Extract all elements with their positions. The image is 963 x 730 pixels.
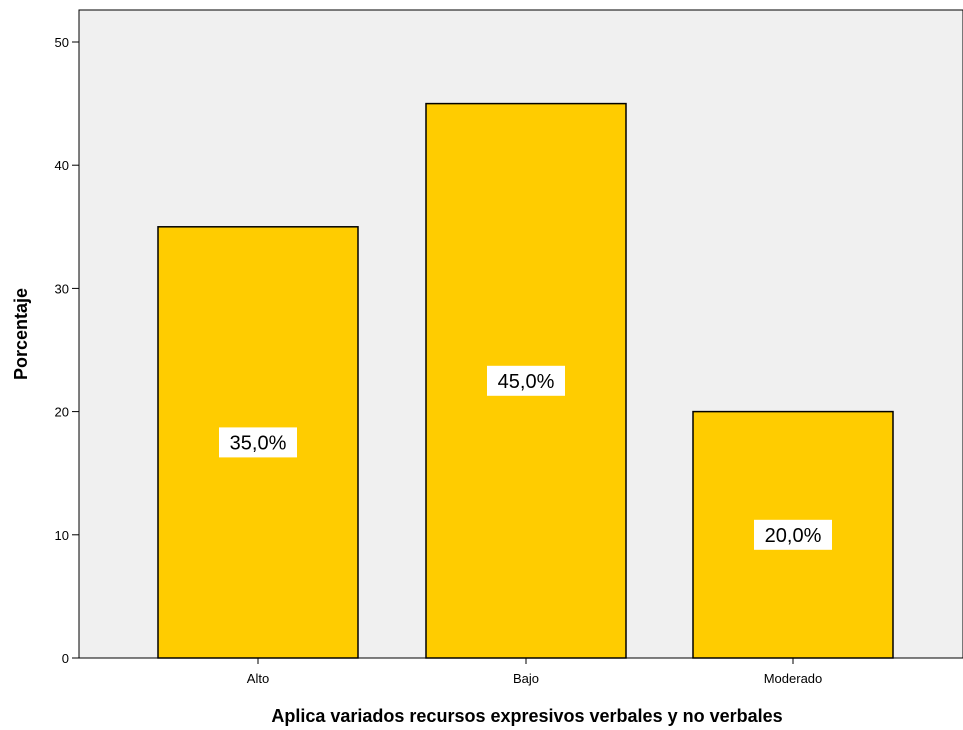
x-axis: Alto Bajo Moderado xyxy=(247,658,822,686)
x-tick-label: Alto xyxy=(247,671,269,686)
x-tick-label: Moderado xyxy=(764,671,823,686)
data-label-box xyxy=(487,365,565,396)
data-label-box xyxy=(754,519,832,550)
y-tick-label: 30 xyxy=(55,281,69,296)
y-tick-label: 10 xyxy=(55,528,69,543)
data-label-alto: 35,0% xyxy=(230,432,287,454)
y-tick-label: 20 xyxy=(55,405,69,420)
data-label-bajo: 45,0% xyxy=(498,371,555,393)
y-tick-label: 40 xyxy=(55,158,69,173)
x-axis-title: Aplica variados recursos expresivos verb… xyxy=(271,706,782,726)
y-tick-label: 0 xyxy=(62,651,69,666)
y-axis-title: Porcentaje xyxy=(11,288,31,380)
y-axis: 0 10 20 30 40 50 xyxy=(55,35,79,666)
y-tick-label: 50 xyxy=(55,35,69,50)
bars xyxy=(157,102,894,659)
x-tick-label: Bajo xyxy=(513,671,539,686)
data-label-box xyxy=(219,427,297,458)
data-labels: 35,0% 45,0% 20,0% xyxy=(219,365,832,550)
data-label-moderado: 20,0% xyxy=(765,525,822,547)
